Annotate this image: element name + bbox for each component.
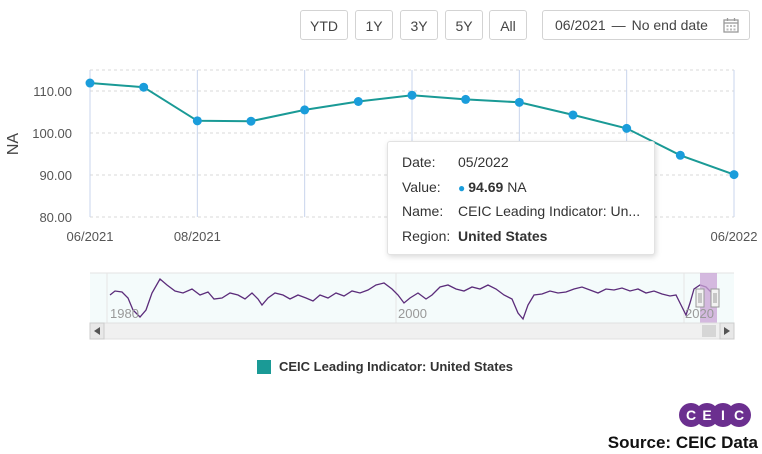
data-point[interactable] [353, 97, 363, 106]
data-point[interactable] [568, 110, 578, 120]
source-note: Source: CEIC Data [607, 433, 758, 452]
navigator-handle-right[interactable] [710, 288, 720, 308]
data-point[interactable] [675, 150, 685, 160]
navigator-label-1980: 1980 [110, 306, 139, 321]
range-button-1y[interactable]: 1Y [355, 10, 393, 40]
tooltip-value-label: Value: [402, 178, 441, 195]
date-range-from: 06/2021 [555, 17, 606, 33]
navigator-label-2000: 2000 [398, 306, 427, 321]
tooltip-name-label: Name: [402, 203, 444, 219]
range-button-all[interactable]: All [489, 10, 527, 40]
y-tick-label: 80.00 [39, 210, 72, 225]
tooltip-name-value: CEIC Leading Indicator: Un... [458, 203, 641, 219]
y-axis-title: NA [5, 133, 22, 156]
y-tick-label: 90.00 [39, 168, 72, 183]
tooltip-region-label: Region: [402, 227, 451, 244]
calendar-icon[interactable] [723, 17, 739, 36]
range-button-3y[interactable]: 3Y [400, 10, 438, 40]
chart-legend[interactable]: CEIC Leading Indicator: United States [257, 359, 513, 374]
tooltip-date-label: Date: [402, 154, 436, 170]
data-point[interactable] [622, 123, 632, 133]
tooltip-value-unit: NA [507, 178, 527, 195]
data-point[interactable] [407, 90, 417, 100]
x-tick-label: 08/2021 [174, 229, 221, 244]
x-tick-label: 06/2021 [67, 229, 114, 244]
data-point[interactable] [300, 105, 310, 115]
svg-text:C: C [686, 407, 696, 423]
date-range-picker[interactable]: 06/2021 — No end date [542, 10, 750, 40]
y-axis-ticks: 110.00 100.00 90.00 80.00 [32, 84, 72, 225]
data-point[interactable] [461, 94, 471, 104]
data-point[interactable] [729, 170, 739, 180]
y-tick-label: 110.00 [33, 84, 72, 99]
navigator-grid [106, 273, 685, 323]
navigator-scrollbar-track[interactable] [89, 322, 735, 340]
svg-text:E: E [702, 407, 711, 423]
range-button-5y[interactable]: 5Y [445, 10, 483, 40]
range-button-ytd[interactable]: YTD [300, 10, 348, 40]
legend-label[interactable]: CEIC Leading Indicator: United States [279, 359, 514, 374]
data-point[interactable] [514, 97, 524, 107]
svg-text:I: I [721, 407, 725, 423]
navigator-handle-left[interactable] [695, 288, 705, 308]
scroll-left-arrow-icon [94, 327, 100, 335]
ceic-logo: C E I C [679, 403, 751, 427]
navigator-label-2020: 2020 [685, 306, 714, 321]
legend-swatch [257, 359, 271, 374]
navigator-background [90, 273, 734, 323]
tooltip-value-number: 94.69 [468, 178, 504, 195]
y-tick-label: 100.00 [32, 126, 72, 141]
data-point[interactable] [192, 116, 202, 126]
data-point[interactable] [85, 78, 95, 88]
data-point[interactable] [246, 116, 256, 126]
chart-tooltip: Date: 05/2022 Value: ● 94.69 NA Name: CEIC L… [387, 141, 655, 255]
tooltip-point-icon: ● [458, 180, 466, 195]
x-tick-label: 06/2022 [711, 229, 758, 244]
tooltip-date-value: 05/2022 [458, 154, 509, 170]
date-range-to: No end date [631, 17, 708, 33]
navigator-line [109, 277, 717, 321]
data-point[interactable] [139, 82, 149, 92]
navigator-scroll-thumb[interactable] [702, 325, 716, 337]
tooltip-region-value: United States [458, 227, 548, 244]
svg-text:C: C [734, 407, 744, 423]
series-points [85, 78, 739, 180]
navigator[interactable]: 1980 2000 2020 [0, 265, 762, 345]
date-range-separator: — [611, 17, 626, 33]
scroll-right-arrow-icon [724, 327, 730, 335]
